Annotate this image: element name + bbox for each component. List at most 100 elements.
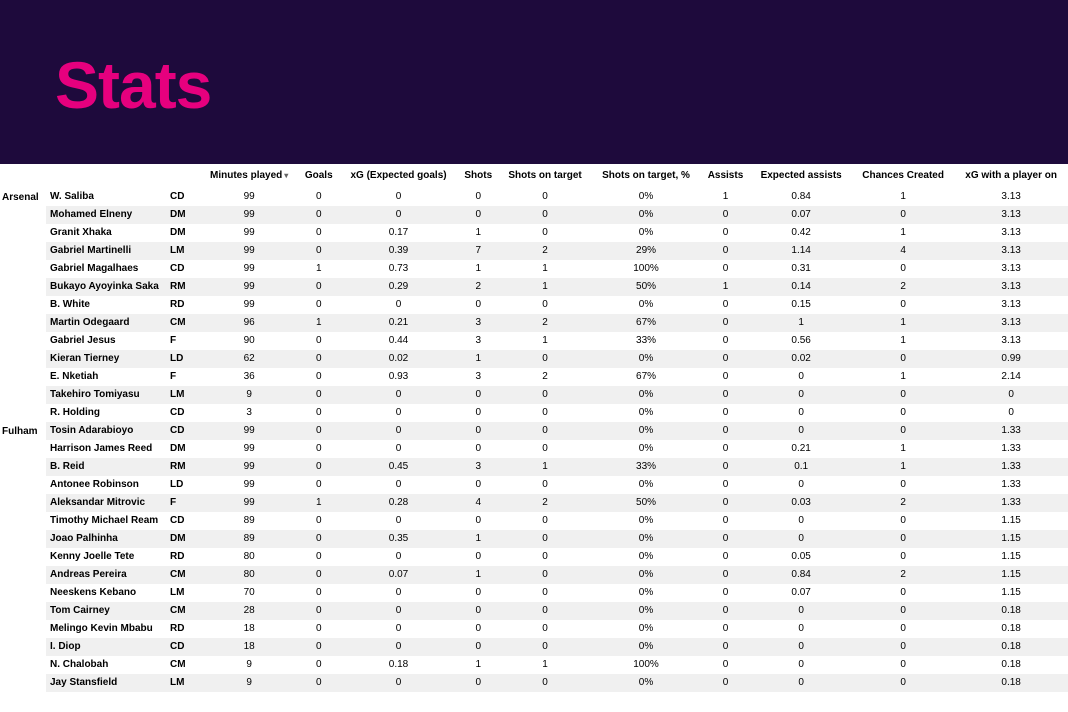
- table-row: Kenny Joelle TeteRD8000000%00.0501.15: [0, 548, 1068, 566]
- table-row: FulhamTosin AdarabioyoCD9900000%0001.33: [0, 422, 1068, 440]
- stat-cell: 0: [298, 584, 339, 602]
- stat-cell: 0: [458, 206, 499, 224]
- player-name: N. Chalobah: [46, 656, 166, 674]
- stat-cell: 0: [852, 548, 954, 566]
- stat-cell: 18: [200, 638, 298, 656]
- player-position: LM: [166, 674, 200, 692]
- stat-cell: 3.13: [954, 206, 1068, 224]
- stat-cell: 99: [200, 224, 298, 242]
- stat-cell: 0: [298, 278, 339, 296]
- stat-cell: 0%: [591, 638, 700, 656]
- stat-cell: 0: [339, 584, 458, 602]
- stat-cell: 0: [750, 674, 852, 692]
- table-header-row: Minutes played▾GoalsxG (Expected goals)S…: [0, 164, 1068, 188]
- stat-cell: 0: [458, 386, 499, 404]
- stat-cell: 3: [458, 458, 499, 476]
- stat-cell: 1.15: [954, 584, 1068, 602]
- player-position: RD: [166, 620, 200, 638]
- stat-cell: 0: [852, 422, 954, 440]
- col-header[interactable]: Expected assists: [750, 164, 852, 188]
- player-position: CD: [166, 638, 200, 656]
- stat-cell: 0%: [591, 512, 700, 530]
- table-row: Mohamed ElnenyDM9900000%00.0703.13: [0, 206, 1068, 224]
- stat-cell: 0: [499, 350, 592, 368]
- stat-cell: 99: [200, 278, 298, 296]
- player-position: F: [166, 332, 200, 350]
- player-name: Takehiro Tomiyasu: [46, 386, 166, 404]
- stat-cell: 4: [458, 494, 499, 512]
- col-header[interactable]: Goals: [298, 164, 339, 188]
- stat-cell: 0: [458, 512, 499, 530]
- stat-cell: 0%: [591, 440, 700, 458]
- stat-cell: 0: [499, 638, 592, 656]
- stat-cell: 0: [339, 620, 458, 638]
- table-row: Andreas PereiraCM8000.07100%00.8421.15: [0, 566, 1068, 584]
- stat-cell: 0: [701, 314, 751, 332]
- stat-cell: 0: [458, 674, 499, 692]
- stat-cell: 0: [298, 512, 339, 530]
- stat-cell: 0.28: [339, 494, 458, 512]
- stat-cell: 0: [339, 188, 458, 206]
- stat-cell: 99: [200, 458, 298, 476]
- stat-cell: 2: [499, 242, 592, 260]
- col-header[interactable]: Assists: [701, 164, 751, 188]
- stat-cell: 0: [499, 422, 592, 440]
- player-name: Tom Cairney: [46, 602, 166, 620]
- stat-cell: 2: [852, 494, 954, 512]
- stat-cell: 50%: [591, 494, 700, 512]
- stat-cell: 0: [750, 386, 852, 404]
- stat-cell: 0: [298, 638, 339, 656]
- col-pos: [166, 164, 200, 188]
- stat-cell: 3.13: [954, 224, 1068, 242]
- stat-cell: 0: [701, 350, 751, 368]
- stats-table: Minutes played▾GoalsxG (Expected goals)S…: [0, 164, 1068, 692]
- stat-cell: 2: [499, 368, 592, 386]
- table-row: R. HoldingCD300000%0000: [0, 404, 1068, 422]
- player-position: CM: [166, 656, 200, 674]
- stat-cell: 0: [750, 422, 852, 440]
- table-row: Harrison James ReedDM9900000%00.2111.33: [0, 440, 1068, 458]
- table-row: Bukayo Ayoyinka SakaRM9900.292150%10.142…: [0, 278, 1068, 296]
- stat-cell: 0: [298, 386, 339, 404]
- stat-cell: 1: [499, 458, 592, 476]
- stat-cell: 0: [701, 242, 751, 260]
- player-name: Neeskens Kebano: [46, 584, 166, 602]
- table-row: Granit XhakaDM9900.17100%00.4213.13: [0, 224, 1068, 242]
- stat-cell: 67%: [591, 368, 700, 386]
- player-name: Bukayo Ayoyinka Saka: [46, 278, 166, 296]
- col-header[interactable]: xG (Expected goals): [339, 164, 458, 188]
- stat-cell: 0: [499, 188, 592, 206]
- table-row: Takehiro TomiyasuLM900000%0000: [0, 386, 1068, 404]
- stat-cell: 0: [458, 620, 499, 638]
- stat-cell: 1.15: [954, 566, 1068, 584]
- player-name: Kieran Tierney: [46, 350, 166, 368]
- stat-cell: 0.18: [954, 674, 1068, 692]
- col-header[interactable]: Minutes played▾: [200, 164, 298, 188]
- stat-cell: 1: [701, 278, 751, 296]
- stat-cell: 100%: [591, 260, 700, 278]
- col-header[interactable]: xG with a player on: [954, 164, 1068, 188]
- stat-cell: 0%: [591, 602, 700, 620]
- stat-cell: 0: [499, 224, 592, 242]
- col-header[interactable]: Shots on target, %: [591, 164, 700, 188]
- player-position: CD: [166, 422, 200, 440]
- player-position: RM: [166, 458, 200, 476]
- page-header: Stats: [0, 0, 1068, 164]
- stat-cell: 0: [458, 638, 499, 656]
- player-name: R. Holding: [46, 404, 166, 422]
- stat-cell: 0: [458, 296, 499, 314]
- stat-cell: 0: [701, 260, 751, 278]
- stat-cell: 4: [852, 242, 954, 260]
- stat-cell: 2: [852, 566, 954, 584]
- col-header[interactable]: Shots: [458, 164, 499, 188]
- player-name: I. Diop: [46, 638, 166, 656]
- col-header[interactable]: Chances Created: [852, 164, 954, 188]
- col-header[interactable]: Shots on target: [499, 164, 592, 188]
- stat-cell: 0.15: [750, 296, 852, 314]
- player-name: Timothy Michael Ream: [46, 512, 166, 530]
- stat-cell: 1: [458, 530, 499, 548]
- stat-cell: 0: [458, 404, 499, 422]
- table-row: Aleksandar MitrovicF9910.284250%00.0321.…: [0, 494, 1068, 512]
- stat-cell: 0: [339, 638, 458, 656]
- player-position: LM: [166, 584, 200, 602]
